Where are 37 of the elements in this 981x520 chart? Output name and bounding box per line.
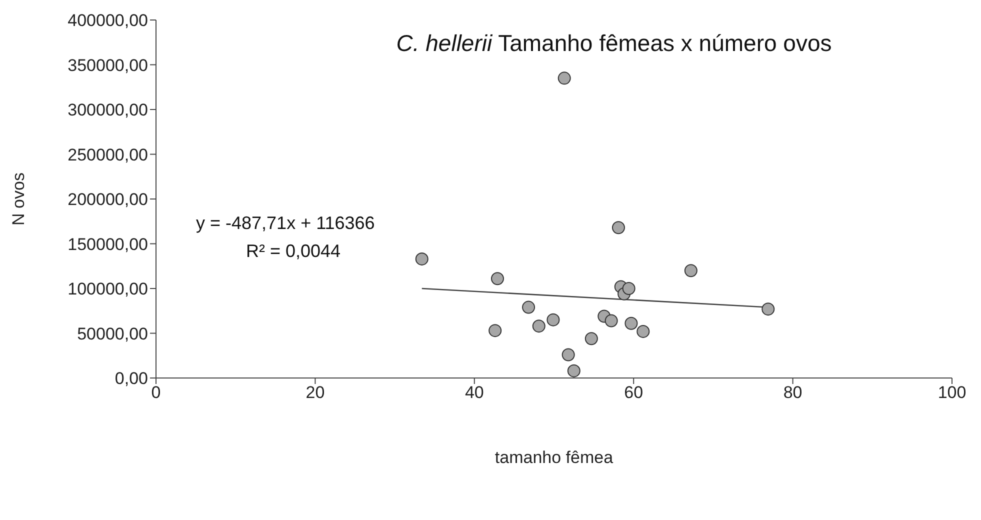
point [622, 282, 636, 295]
point [522, 300, 536, 314]
x-tick-label: 80 [783, 383, 802, 402]
annotation: y = -487,71x + 116366 [196, 213, 375, 234]
point [762, 302, 775, 316]
y-tick-label: 50000,00 [77, 324, 148, 344]
point [562, 348, 575, 362]
x-axis-title: tamanho fêmea [494, 448, 614, 468]
point [612, 221, 625, 234]
point [604, 314, 618, 328]
y-tick-label: 200000,00 [68, 190, 148, 210]
point [584, 332, 598, 346]
x-tick-label: 60 [624, 383, 644, 402]
y-tick-label: 100000,00 [68, 280, 148, 299]
point [415, 252, 428, 266]
y-axis-title: N ovos [9, 172, 28, 226]
annotation: R² = 0,0044 [246, 241, 341, 262]
point [546, 313, 560, 326]
y-tick-label: 0,00 [114, 369, 148, 388]
x-tick-label: 0 [151, 383, 161, 402]
y-tick-label: 300000,00 [68, 100, 148, 120]
point [558, 72, 571, 85]
y-tick-label: 400000,00 [68, 11, 148, 30]
point [684, 264, 698, 278]
point [532, 320, 546, 333]
chart-title: C. hellerii Tamanho fêmeas x número ovos [395, 30, 833, 57]
point [624, 316, 638, 330]
y-tick-label: 150000,00 [68, 234, 148, 254]
y-tick-label: 250000,00 [68, 145, 148, 164]
x-tick-label: 20 [306, 383, 325, 402]
point [488, 324, 502, 338]
y-tick-label: 350000,00 [68, 56, 148, 75]
point [490, 272, 504, 286]
x-tick-label: 40 [464, 383, 484, 402]
point [567, 364, 580, 378]
point [636, 324, 650, 338]
x-tick-label: 100 [938, 383, 966, 402]
